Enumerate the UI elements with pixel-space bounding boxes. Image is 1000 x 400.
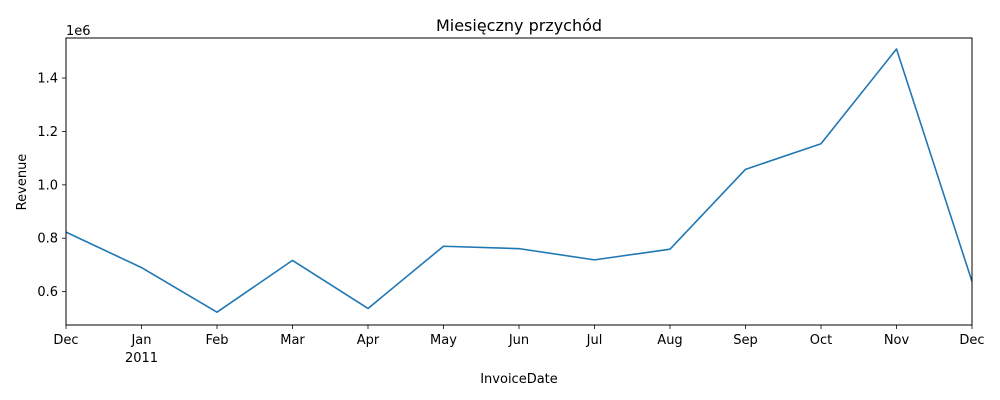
x-tick-label: Jul	[586, 333, 603, 348]
x-tick-label: Dec	[53, 333, 78, 348]
series-group	[65, 48, 973, 313]
y-tick-label: 0.6	[37, 285, 58, 300]
series-line	[65, 48, 973, 313]
plot-frame	[65, 37, 973, 326]
x-axis-label: InvoiceDate	[480, 372, 558, 387]
y-axis-label: Revenue	[15, 154, 30, 211]
x-tick-label: Feb	[205, 333, 228, 348]
x-year-label: 2011	[125, 351, 158, 366]
x-tick-label: Sep	[733, 333, 758, 348]
x-tick-label: Jan	[130, 333, 151, 348]
chart-title: Miesięczny przychód	[436, 16, 602, 35]
y-axis-ticks: 0.6 0.8 1.0 1.2 1.4	[37, 72, 66, 300]
x-tick-label: Apr	[357, 333, 380, 348]
x-tick-label: Oct	[810, 333, 832, 348]
x-tick-label: Aug	[657, 333, 682, 348]
x-tick-label: May	[430, 333, 457, 348]
x-tick-label: Nov	[884, 333, 910, 348]
y-tick-label: 0.8	[37, 232, 58, 247]
y-tick-label: 1.4	[37, 72, 58, 87]
x-tick-label: Mar	[280, 333, 305, 348]
x-tick-label: Dec	[959, 333, 984, 348]
x-axis-ticks: Dec Jan Feb Mar Apr May Jun Jul Aug Sep Oct Nov Dec 2…	[53, 325, 985, 366]
x-tick-label: Jun	[508, 333, 529, 348]
y-tick-label: 1.2	[37, 125, 58, 140]
y-axis-offset-label: 1e6	[66, 24, 91, 39]
y-tick-label: 1.0	[37, 178, 58, 193]
